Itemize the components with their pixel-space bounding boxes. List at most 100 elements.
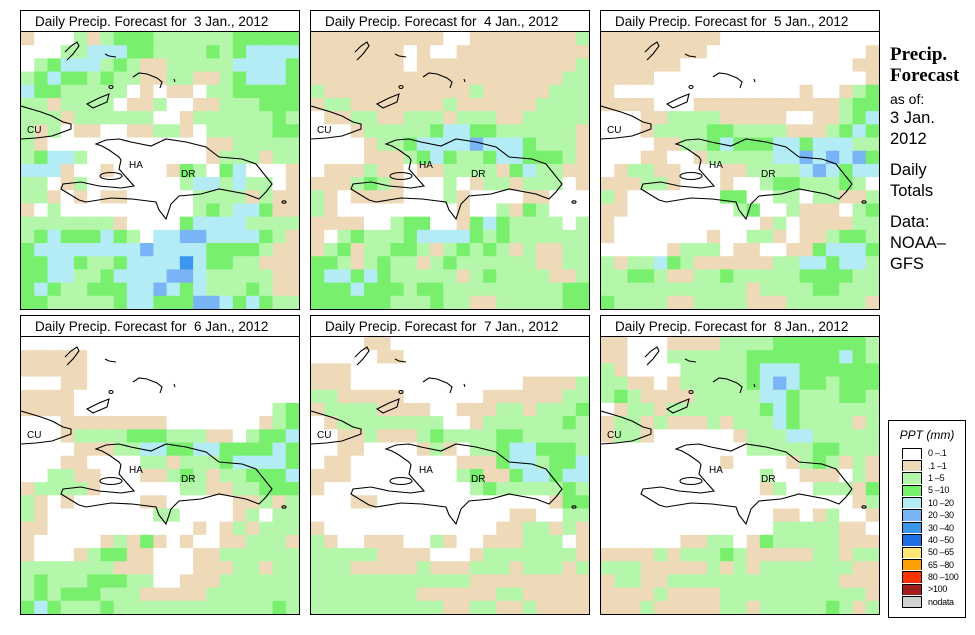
grid-cell <box>865 442 879 457</box>
grid-cell <box>759 389 774 404</box>
grid-cell <box>259 243 273 257</box>
grid-cell <box>73 337 88 351</box>
grid-cell <box>601 548 615 562</box>
grid-cell <box>865 468 879 483</box>
grid-cell <box>232 256 247 270</box>
grid-cell <box>667 508 681 523</box>
grid-cell <box>73 574 88 589</box>
grid-cell <box>773 389 787 404</box>
grid-cell <box>232 111 247 125</box>
grid-cell <box>759 84 774 99</box>
grid-cell <box>140 561 154 575</box>
grid-cell <box>667 243 681 257</box>
grid-cell <box>865 97 879 112</box>
grid-cell <box>324 32 338 46</box>
grid-cell <box>826 442 840 457</box>
grid-cell <box>87 84 101 99</box>
grid-cell <box>193 71 207 86</box>
grid-cell <box>786 163 800 178</box>
grid-cell <box>720 534 734 549</box>
grid-cell <box>667 416 681 430</box>
grid-cell <box>416 429 431 443</box>
grid-cell <box>206 521 220 536</box>
grid-cell <box>483 97 497 112</box>
grid-cell <box>179 71 194 86</box>
grid-cell <box>746 229 761 244</box>
grid-cell <box>100 561 115 575</box>
grid-cell <box>430 111 444 125</box>
label-cuba: CU <box>317 125 331 136</box>
grid-cell <box>219 508 234 523</box>
grid-cell <box>126 574 141 589</box>
grid-cell <box>680 521 695 536</box>
grid-cell <box>799 350 814 364</box>
grid-cell <box>430 587 444 602</box>
grid-cell <box>575 534 589 549</box>
grid-cell <box>839 150 853 165</box>
grid-cell <box>416 600 431 614</box>
grid-cell <box>430 137 444 152</box>
grid-cell <box>640 416 655 430</box>
grid-cell <box>377 295 391 309</box>
grid-cell <box>496 177 510 191</box>
legend-item: .1 –1 <box>902 459 965 472</box>
grid-cell <box>522 137 537 152</box>
grid-cell <box>363 508 378 523</box>
grid-cell <box>614 534 628 549</box>
grid-cell <box>416 495 431 509</box>
grid-cell <box>272 389 287 404</box>
grid-cell <box>390 269 405 284</box>
grid-cell <box>549 177 563 191</box>
grid-cell <box>87 150 101 165</box>
grid-cell <box>812 203 827 218</box>
grid-cell <box>693 350 708 364</box>
grid-cell <box>522 389 537 404</box>
grid-cell <box>126 363 141 377</box>
grid-cell <box>536 229 550 244</box>
grid-cell <box>799 363 814 377</box>
grid-cell <box>812 350 827 364</box>
grid-cell <box>285 442 299 457</box>
grid-cell <box>179 429 194 443</box>
grid-cell <box>259 402 273 417</box>
grid-cell <box>522 295 537 309</box>
grid-cell <box>126 58 141 72</box>
grid-cell <box>219 190 234 204</box>
grid-cell <box>706 363 721 377</box>
grid-cell <box>377 455 391 470</box>
grid-cell <box>536 243 550 257</box>
grid-cell <box>311 389 325 404</box>
grid-cell <box>47 561 62 575</box>
grid-cell <box>272 587 287 602</box>
grid-cell <box>34 561 48 575</box>
grid-cell <box>549 495 563 509</box>
grid-cell <box>285 203 299 218</box>
grid-cell <box>47 429 62 443</box>
grid-cell <box>337 534 352 549</box>
grid-cell <box>509 71 524 86</box>
grid-cell <box>21 269 35 284</box>
grid-cell <box>706 229 721 244</box>
grid-cell <box>706 600 721 614</box>
grid-cell <box>126 402 141 417</box>
grid-cell <box>416 137 431 152</box>
grid-cell <box>311 508 325 523</box>
grid-cell <box>311 548 325 562</box>
grid-cell <box>337 282 352 297</box>
grid-cell <box>826 124 840 138</box>
grid-cell <box>140 45 154 59</box>
grid-cell <box>443 269 458 284</box>
grid-cell <box>653 269 668 284</box>
grid-cell <box>21 58 35 72</box>
grid-cell <box>443 534 458 549</box>
grid-cell <box>403 216 418 231</box>
grid-cell <box>509 177 524 191</box>
grid-cell <box>259 216 273 231</box>
grid-cell <box>390 71 405 86</box>
grid-cell <box>113 350 128 364</box>
grid-cell <box>601 442 615 457</box>
grid-cell <box>100 534 115 549</box>
grid-cell <box>350 84 365 99</box>
grid-cell <box>126 32 141 46</box>
grid-cell <box>575 350 589 364</box>
